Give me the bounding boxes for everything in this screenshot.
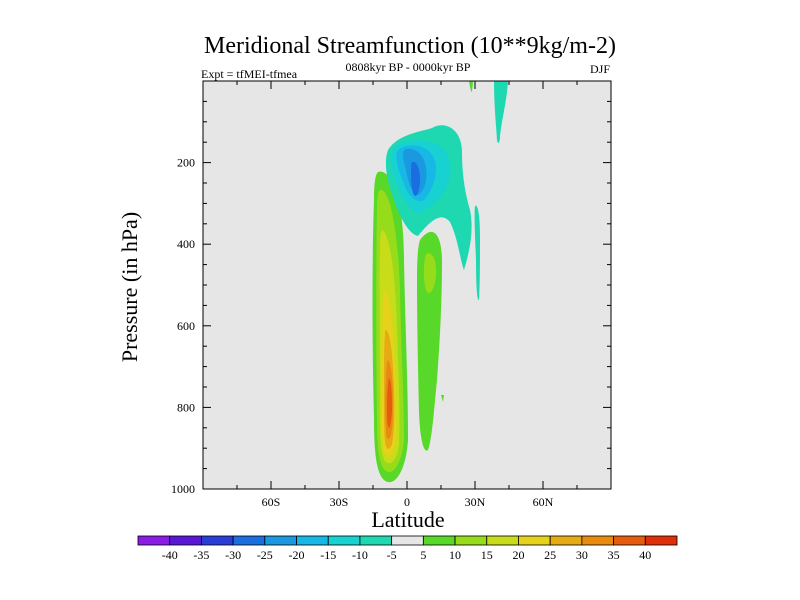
y-tick-label: 800 <box>177 400 195 414</box>
colorbar-label: -35 <box>193 548 209 562</box>
colorbar-swatch <box>201 535 234 546</box>
y-tick-label: 400 <box>177 237 195 251</box>
colorbar-swatch <box>359 535 393 546</box>
colorbar-label: -40 <box>162 548 178 562</box>
contour-field <box>372 81 508 483</box>
colorbar-swatch <box>644 535 678 546</box>
colorbar-swatch <box>137 535 171 546</box>
y-tick-label: 1000 <box>171 482 195 496</box>
x-tick-label: 30S <box>330 495 349 509</box>
colorbar-swatch <box>454 535 488 546</box>
colorbar-label: -25 <box>257 548 273 562</box>
colorbar-label: 30 <box>576 548 588 562</box>
colorbar-swatch <box>549 535 583 546</box>
colorbar: -40 -35 -30 -25 -20 -15 -10 -5 5 10 15 20 25 30 35 40 <box>137 535 678 562</box>
upper-negative-strip-level-5 <box>494 81 508 143</box>
northern-negative-tail-level-5 <box>474 205 480 301</box>
colorbar-swatch <box>169 535 202 546</box>
colorbar-label: -20 <box>289 548 305 562</box>
y-tick-label: 600 <box>177 319 195 333</box>
positive-cell-level-35 <box>387 378 392 428</box>
y-tick-label: 200 <box>177 156 195 170</box>
colorbar-label: -30 <box>225 548 241 562</box>
colorbar-swatch <box>518 535 551 546</box>
colorbar-swatch <box>327 535 361 546</box>
season-label: DJF <box>590 62 610 76</box>
x-tick-label: 30N <box>465 495 486 509</box>
colorbar-label: 20 <box>512 548 524 562</box>
upper-positive-speck <box>469 81 473 92</box>
x-axis-label: Latitude <box>371 507 444 532</box>
colorbar-label: 5 <box>420 548 426 562</box>
colorbar-swatch <box>422 535 456 546</box>
x-tick-label: 60S <box>262 495 281 509</box>
time-range-label: 0808kyr BP - 0000kyr BP <box>346 60 471 74</box>
colorbar-swatch <box>296 535 329 546</box>
colorbar-label: -5 <box>387 548 397 562</box>
colorbar-swatch <box>581 535 614 546</box>
colorbar-label: 10 <box>449 548 461 562</box>
colorbar-label: -10 <box>352 548 368 562</box>
colorbar-label: 25 <box>544 548 556 562</box>
colorbar-swatch <box>391 535 424 546</box>
experiment-label: Expt = tfMEI-tfmea <box>201 67 298 81</box>
colorbar-swatch <box>264 535 297 546</box>
x-tick-label: 0 <box>404 495 410 509</box>
northern-positive-speck <box>441 395 444 402</box>
negative-cell-level-25 <box>411 161 420 196</box>
colorbar-swatch <box>486 535 519 546</box>
colorbar-label: -15 <box>320 548 336 562</box>
colorbar-label: 40 <box>639 548 651 562</box>
chart-title: Meridional Streamfunction (10**9kg/m-2) <box>204 33 616 59</box>
northern-positive-level-10 <box>423 253 437 294</box>
colorbar-swatch <box>232 535 266 546</box>
y-axis-label: Pressure (in hPa) <box>117 212 142 362</box>
axes-group: 60S 30S 0 30N 60N 200 400 600 800 1000 <box>171 81 611 509</box>
colorbar-label: 35 <box>608 548 620 562</box>
colorbar-swatch <box>613 535 646 546</box>
colorbar-label: 15 <box>481 548 493 562</box>
x-tick-label: 60N <box>533 495 554 509</box>
northern-positive-level-5 <box>417 231 442 451</box>
